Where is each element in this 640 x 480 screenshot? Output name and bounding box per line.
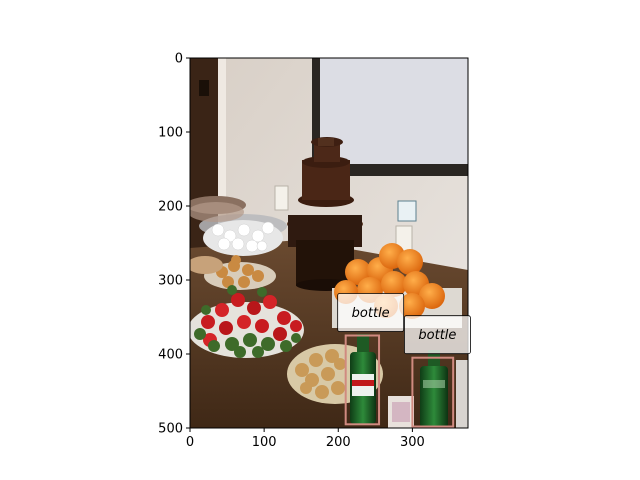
y-tick-label: 300 bbox=[158, 274, 183, 289]
annotation-label: bottle bbox=[352, 306, 390, 321]
bottle-1-illustration bbox=[350, 334, 376, 424]
y-tick-label: 500 bbox=[158, 422, 183, 437]
annotation-label-box bbox=[337, 293, 405, 332]
y-tick-label: 100 bbox=[158, 126, 183, 141]
y-tick-label: 400 bbox=[158, 348, 183, 363]
x-tick-label: 0 bbox=[186, 435, 194, 450]
bottle-2-illustration bbox=[420, 350, 448, 428]
annotation-label-box bbox=[403, 315, 471, 355]
photo bbox=[190, 58, 468, 428]
x-tick-label: 300 bbox=[400, 435, 425, 450]
annotation-layer: bottle bottle bbox=[337, 293, 471, 428]
axes-frame bbox=[189, 57, 469, 429]
y-tick-label: 200 bbox=[158, 200, 183, 215]
bottle-bounding-box bbox=[411, 356, 455, 428]
annotation-label: bottle bbox=[418, 328, 456, 343]
axis-ticks: 0 100 200 300 0 100 200 300 400 500 bbox=[158, 52, 425, 451]
bottle-bounding-box bbox=[344, 334, 381, 426]
y-tick-label: 0 bbox=[175, 52, 183, 67]
x-tick-label: 200 bbox=[326, 435, 351, 450]
x-tick-label: 100 bbox=[252, 435, 277, 450]
